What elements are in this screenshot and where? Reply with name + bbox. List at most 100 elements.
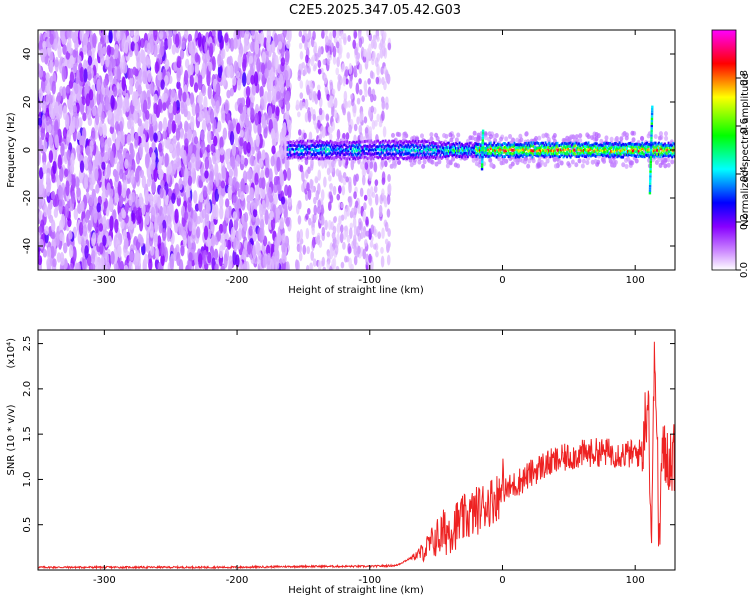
heatmap-cell	[270, 260, 274, 273]
heatmap-cell	[493, 142, 495, 145]
heatmap-cell	[590, 135, 594, 140]
heatmap-cell	[263, 255, 267, 268]
heatmap-cell	[311, 227, 315, 235]
heatmap-cell	[58, 199, 62, 214]
heatmap-cell	[276, 157, 280, 172]
heatmap-cell	[65, 114, 69, 130]
heatmap-cell	[105, 96, 109, 110]
heatmap-cell	[344, 256, 348, 263]
heatmap-cell	[313, 258, 317, 266]
heatmap-cell	[343, 98, 347, 108]
heatmap-cell	[248, 226, 252, 236]
heatmap-cell	[393, 140, 395, 143]
heatmap-cell	[244, 212, 248, 222]
heatmap-cell	[379, 194, 383, 204]
heatmap-cell	[97, 104, 101, 117]
heatmap-cell	[240, 155, 244, 164]
heatmap-cell	[218, 28, 222, 43]
heatmap-cell	[449, 138, 453, 143]
heatmap-cell	[184, 167, 188, 182]
heatmap-cell	[410, 162, 414, 167]
heatmap-cell	[335, 67, 339, 75]
heatmap-cell	[353, 217, 357, 228]
heatmap-cell	[356, 250, 360, 257]
heatmap-cell	[93, 208, 97, 223]
heatmap-cell	[42, 114, 46, 129]
heatmap-cell	[296, 100, 300, 111]
heatmap-cell	[371, 224, 375, 234]
heatmap-cell	[157, 262, 161, 271]
heatmap-cell	[242, 53, 246, 68]
heatmap-cell	[135, 210, 139, 221]
heatmap-cell	[373, 244, 377, 250]
heatmap-cell	[219, 245, 223, 258]
heatmap-cell	[372, 120, 376, 130]
heatmap-cell	[421, 164, 425, 169]
heatmap-cell	[217, 120, 221, 132]
heatmap-cell	[245, 29, 249, 38]
heatmap-cell	[160, 242, 164, 256]
heatmap-cell	[87, 108, 91, 120]
heatmap-cell	[208, 62, 212, 72]
heatmap-cell	[359, 38, 363, 48]
heatmap-cell	[214, 162, 218, 177]
heatmap-cell	[114, 171, 118, 182]
heatmap-cell	[312, 114, 316, 121]
heatmap-cell	[259, 228, 263, 243]
heatmap-cell	[300, 51, 304, 60]
heatmap-cell	[246, 73, 250, 84]
heatmap-cell	[305, 214, 309, 220]
heatmap-cell	[298, 243, 302, 253]
heatmap-cell	[178, 178, 182, 190]
heatmap-cell	[349, 63, 353, 75]
heatmap-cell	[127, 120, 131, 130]
heatmap-cell	[108, 29, 112, 44]
heatmap-cell	[99, 223, 103, 232]
heatmap-cell	[381, 77, 385, 85]
heatmap-cell	[114, 193, 118, 204]
heatmap-cell	[375, 179, 379, 186]
heatmap-cell	[256, 218, 260, 226]
heatmap-cell	[76, 145, 80, 155]
heatmap-cell	[42, 101, 46, 114]
heatmap-cell	[124, 40, 128, 54]
heatmap-cell	[66, 86, 70, 94]
heatmap-cell	[149, 124, 153, 138]
heatmap-cell	[100, 36, 104, 44]
heatmap-cell	[385, 102, 389, 110]
heatmap-cell	[232, 194, 236, 203]
heatmap-cell	[338, 215, 342, 225]
heatmap-cell	[354, 31, 358, 38]
heatmap-cell	[664, 136, 668, 141]
heatmap-cell	[196, 148, 200, 161]
heatmap-cell	[333, 46, 337, 57]
heatmap-cell	[571, 160, 575, 165]
heatmap-cell	[209, 180, 213, 192]
heatmap-cell	[219, 196, 223, 209]
heatmap-cell	[331, 121, 335, 131]
heatmap-cell	[368, 195, 372, 205]
heatmap-cell	[342, 63, 346, 71]
heatmap-cell	[47, 178, 51, 192]
heatmap-cell	[198, 77, 202, 90]
heatmap-cell	[37, 150, 41, 165]
heatmap-cell	[99, 121, 103, 136]
heatmap-cell	[493, 134, 497, 139]
heatmap-cell	[120, 261, 124, 273]
heatmap-cell	[630, 131, 634, 136]
heatmap-cell	[282, 126, 286, 138]
heatmap-cell	[144, 254, 148, 265]
heatmap-cell	[255, 185, 259, 199]
heatmap-cell	[151, 159, 155, 170]
heatmap-cell	[49, 95, 53, 104]
heatmap-cell	[136, 99, 140, 114]
heatmap-cell	[313, 205, 317, 216]
heatmap-cell	[306, 142, 308, 145]
heatmap-cell	[109, 196, 113, 212]
heatmap-cell	[172, 164, 176, 175]
heatmap-cell	[158, 121, 162, 132]
heatmap-cell	[554, 164, 558, 169]
heatmap-cell	[355, 173, 359, 181]
heatmap-cell	[270, 156, 274, 167]
heatmap-cell	[171, 193, 175, 204]
